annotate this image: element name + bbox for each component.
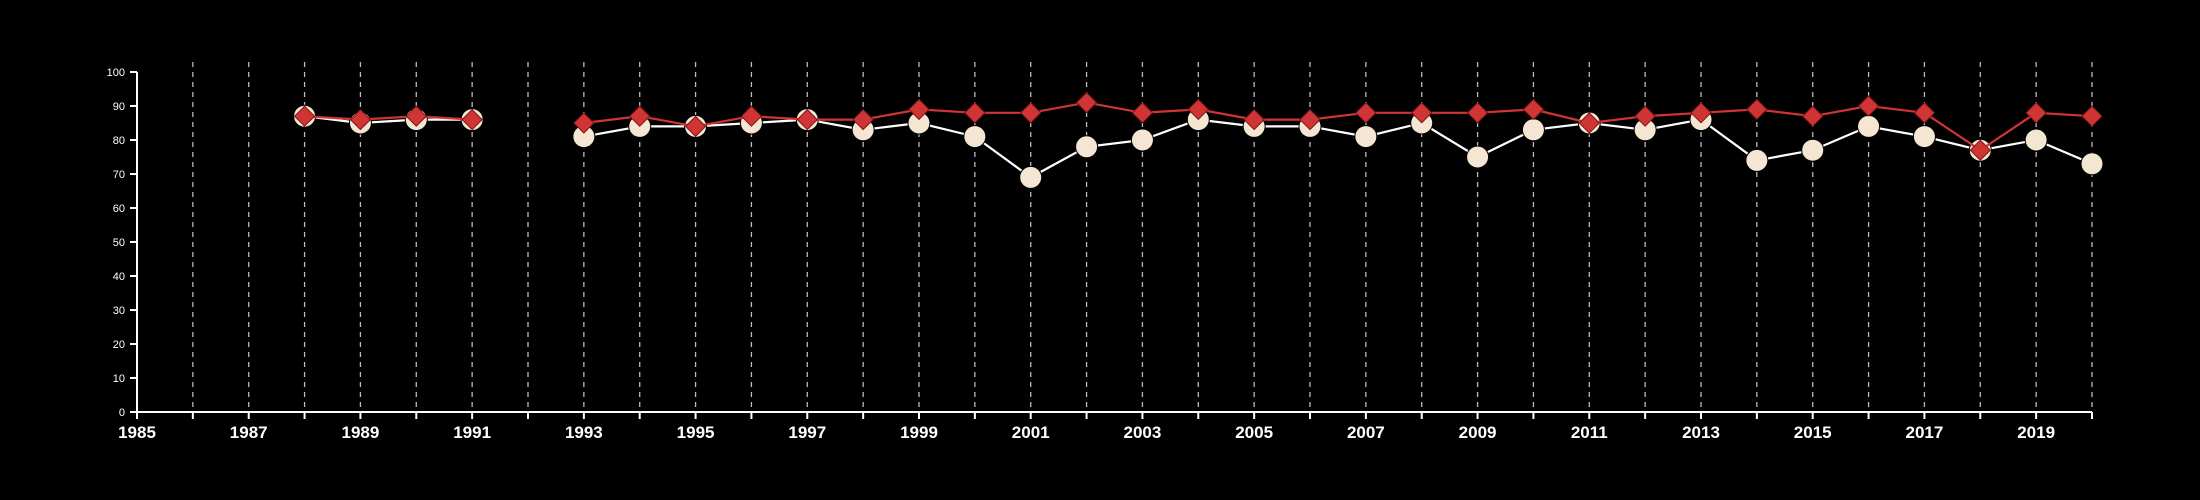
- x-tick-label: 1985: [118, 423, 156, 442]
- data-point-circle: [2024, 128, 2048, 152]
- x-tick-label: 1991: [453, 423, 491, 442]
- data-point-circle: [1075, 135, 1099, 159]
- data-point-diamond: [1466, 102, 1489, 124]
- data-point-diamond: [1634, 105, 1656, 127]
- x-tick-label: 2017: [1906, 423, 1944, 442]
- grid-lines: [192, 62, 2093, 412]
- data-point-diamond: [1355, 102, 1377, 124]
- data-point-diamond: [1857, 95, 1880, 117]
- x-tick-label: 1993: [565, 423, 603, 442]
- data-point-diamond: [293, 105, 316, 127]
- data-point-diamond: [1746, 98, 1768, 121]
- x-tick-label: 2003: [1124, 423, 1162, 442]
- x-tick-label: 2005: [1235, 423, 1273, 442]
- data-point-circle: [1521, 118, 1545, 142]
- data-point-diamond: [1131, 102, 1154, 124]
- data-point-diamond: [1913, 102, 1936, 124]
- data-point-circle: [1130, 128, 1154, 152]
- y-tick-label: 100: [107, 67, 125, 79]
- data-point-diamond: [461, 108, 483, 131]
- series-group: [293, 91, 2104, 189]
- y-tick-label: 70: [113, 169, 125, 181]
- x-tick-label: 1989: [342, 423, 380, 442]
- data-point-diamond: [2025, 102, 2047, 124]
- data-point-diamond: [684, 115, 707, 138]
- data-point-circle: [1912, 125, 1936, 149]
- data-point-diamond: [908, 98, 930, 121]
- data-point-diamond: [1020, 102, 1042, 124]
- data-point-diamond: [1411, 102, 1433, 124]
- x-tick-label: 2011: [1571, 423, 1608, 442]
- x-tick-label: 2001: [1012, 423, 1050, 442]
- x-tick-label: 1995: [677, 423, 715, 442]
- x-tick-label: 2007: [1347, 423, 1385, 442]
- data-point-diamond: [405, 105, 427, 127]
- data-point-diamond: [1578, 112, 1600, 134]
- x-tick-label: 1999: [900, 423, 938, 442]
- data-point-diamond: [852, 108, 874, 131]
- axes: 1985 1987 1989 1991 1993 1995 1997 1999 2001 2003…: [107, 67, 2093, 442]
- y-tick-label: 40: [113, 271, 125, 283]
- x-tick-label: 1997: [788, 423, 826, 442]
- data-point-circle: [963, 125, 987, 149]
- y-tick-label: 60: [113, 203, 125, 215]
- data-point-diamond: [1299, 108, 1321, 131]
- data-point-diamond: [1243, 108, 1265, 131]
- data-point-circle: [1466, 145, 1490, 169]
- x-tick-label: 1987: [230, 423, 268, 442]
- data-point-diamond: [964, 102, 986, 124]
- data-point-circle: [1354, 125, 1378, 149]
- data-point-diamond: [1690, 102, 1712, 124]
- data-point-diamond: [629, 105, 651, 127]
- x-tick-label: 2009: [1459, 423, 1497, 442]
- data-point-diamond: [1802, 105, 1824, 127]
- data-point-diamond: [2081, 105, 2103, 127]
- y-tick-label: 20: [113, 339, 125, 351]
- data-point-diamond: [1969, 139, 1991, 161]
- data-point-diamond: [740, 105, 763, 127]
- series-line-segment: [583, 118, 2093, 179]
- y-tick-label: 80: [113, 135, 125, 147]
- series-diamond: [293, 91, 2103, 161]
- data-point-diamond: [1075, 91, 1098, 114]
- x-tick-label: 2019: [2017, 423, 2055, 442]
- y-tick-label: 30: [113, 305, 125, 317]
- data-point-diamond: [349, 108, 372, 131]
- data-point-diamond: [573, 112, 595, 134]
- x-tick-label: 2015: [1794, 423, 1832, 442]
- data-point-diamond: [796, 108, 818, 131]
- y-tick-label: 0: [119, 407, 125, 419]
- x-tick-label: 2013: [1682, 423, 1720, 442]
- y-tick-label: 90: [113, 101, 125, 113]
- data-point-circle: [1857, 114, 1881, 138]
- data-point-circle: [1019, 165, 1043, 189]
- series-line-segment: [304, 115, 473, 125]
- y-tick-label: 10: [113, 373, 125, 385]
- series-line-segment: [583, 101, 2093, 152]
- data-point-circle: [1745, 148, 1769, 172]
- data-point-circle: [1801, 138, 1825, 162]
- data-point-diamond: [1522, 98, 1545, 121]
- y-tick-label: 50: [113, 237, 125, 249]
- data-point-diamond: [1187, 98, 1209, 121]
- series-line-segment: [304, 115, 473, 121]
- data-point-circle: [2080, 152, 2104, 176]
